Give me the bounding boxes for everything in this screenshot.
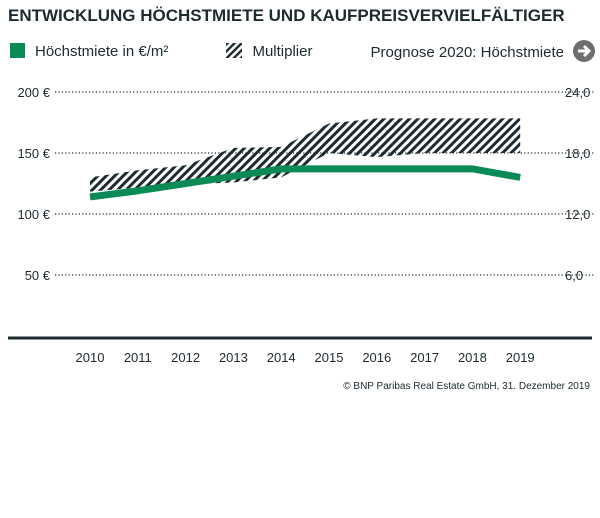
hatch-swatch: [226, 42, 243, 58]
legend-forecast: Prognose 2020: Höchstmiete: [371, 40, 595, 62]
green-swatch: [10, 42, 25, 58]
y2-tick-label: 18,0: [565, 146, 590, 161]
y2-tick-label: 24,0: [565, 85, 590, 100]
legend-hatch-label: Multiplier: [252, 42, 313, 60]
x-tick-label: 2010: [76, 350, 105, 365]
y2-tick-label: 6,0: [565, 268, 583, 283]
y-tick-label: 100 €: [17, 207, 50, 222]
y-tick-label: 50 €: [25, 268, 51, 283]
y-tick-label: 150 €: [17, 146, 50, 161]
hoechstmiete-line: [89, 165, 521, 201]
chart-title: ENTWICKLUNG HÖCHSTMIETE UND KAUFPREISVER…: [8, 6, 565, 25]
y-tick-label: 200 €: [17, 85, 50, 100]
legend-forecast-label: Prognose 2020: Höchstmiete: [370, 44, 564, 61]
legend-green: Höchstmiete in €/m²: [10, 42, 169, 60]
x-tick-label: 2013: [219, 350, 248, 365]
legend: Höchstmiete in €/m² Multiplier Prognose …: [10, 40, 595, 62]
copyright: © BNP Paribas Real Estate GmbH, 31. Deze…: [343, 381, 590, 392]
plot-area: 50 € 6,0 100 € 12,0 150 € 18,0 200 € 24,0 2010 20…: [8, 85, 595, 365]
x-tick-label: 2017: [410, 350, 439, 365]
x-tick-label: 2019: [506, 350, 535, 365]
x-tick-label: 2014: [267, 350, 296, 365]
x-tick-label: 2012: [171, 350, 200, 365]
x-tick-label: 2018: [458, 350, 487, 365]
arrow-right-icon: [573, 40, 595, 62]
x-tick-label: 2016: [362, 350, 391, 365]
x-tick-label: 2015: [315, 350, 344, 365]
x-tick-label: 2011: [124, 350, 152, 365]
legend-green-label: Höchstmiete in €/m²: [35, 42, 169, 60]
y2-tick-label: 12,0: [565, 207, 590, 222]
legend-hatch: Multiplier: [226, 42, 313, 60]
multiplier-band: [90, 118, 521, 192]
